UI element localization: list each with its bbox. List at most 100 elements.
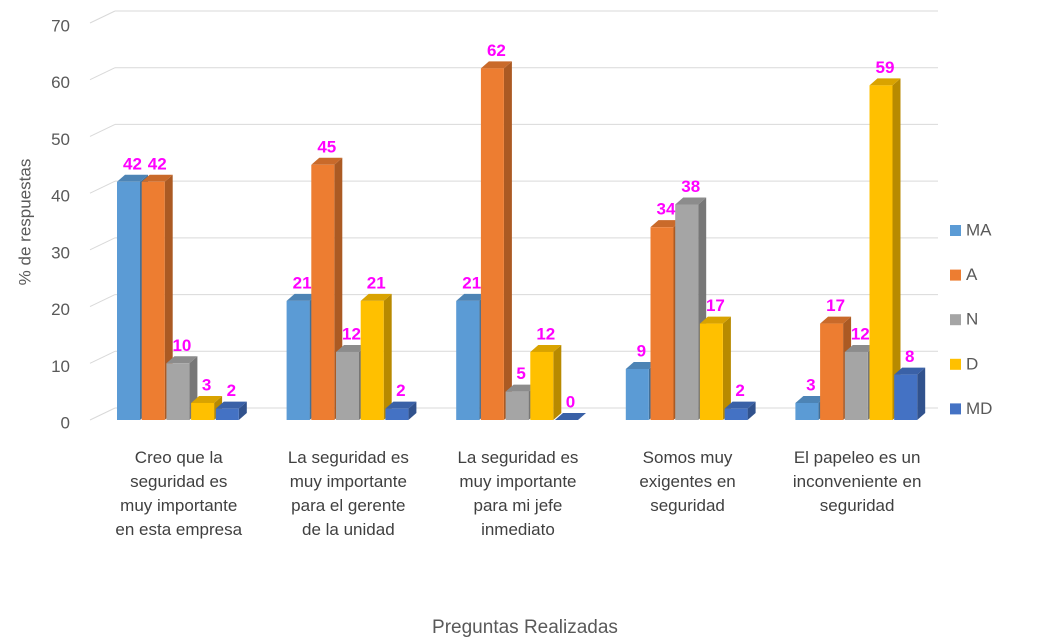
bar-side (164, 174, 173, 420)
bar (555, 413, 586, 420)
data-label: 21 (293, 273, 312, 292)
bar-side (408, 401, 417, 420)
data-label: 8 (905, 347, 914, 366)
bar (360, 293, 392, 420)
data-label: 34 (657, 200, 676, 219)
bar-top (117, 174, 148, 182)
grid-side (89, 237, 116, 251)
bar-side (917, 367, 926, 420)
bar-front (699, 323, 723, 420)
data-label: 42 (148, 154, 167, 173)
bar-front (141, 181, 165, 420)
legend-swatch (950, 403, 961, 415)
bar-front (795, 402, 819, 420)
x-tick-label: El papeleo es un inconveniente en seguri… (792, 448, 922, 515)
y-axis-title: % de respuestas (15, 159, 34, 286)
x-tick-label: La seguridad es muy importante para el g… (287, 448, 409, 539)
x-axis-title: Preguntas Realizadas (432, 617, 618, 638)
data-label: 62 (487, 41, 506, 60)
grid-line (89, 67, 938, 81)
bar-side (722, 316, 731, 420)
x-tick-label: Somos muy exigentes en seguridad (639, 448, 736, 515)
bar-front (625, 368, 649, 420)
bar (480, 61, 512, 420)
bar-front (650, 227, 674, 420)
data-label: 21 (367, 273, 386, 292)
grid-side (89, 180, 116, 194)
data-label: 12 (536, 324, 555, 343)
grid-line (89, 237, 938, 251)
bar-top (215, 401, 247, 409)
bar (385, 401, 417, 420)
data-label: 0 (566, 392, 575, 411)
bar-side (238, 401, 247, 420)
bar (141, 174, 173, 420)
legend-label: MA (966, 220, 992, 239)
data-label: 12 (342, 324, 361, 343)
grid-side (89, 67, 116, 81)
bar-front (456, 300, 480, 420)
data-label: 17 (826, 296, 845, 315)
bar-front (215, 408, 239, 420)
bar-top (844, 344, 876, 352)
bar-front (844, 351, 868, 420)
grid-side (89, 294, 116, 308)
bar-front (360, 300, 384, 420)
bar (699, 316, 731, 420)
grid-line (89, 180, 938, 194)
data-label: 9 (637, 341, 646, 360)
y-tick-label: 0 (61, 413, 70, 432)
legend-label: D (966, 354, 978, 373)
bar-front (336, 351, 359, 420)
bar-front (894, 374, 918, 420)
bar-top (385, 401, 417, 409)
legend-label: A (966, 265, 978, 284)
bar-front (191, 402, 215, 420)
bar-front (675, 204, 699, 420)
bar-front (820, 323, 844, 420)
grid-line (89, 350, 938, 364)
bar (869, 78, 901, 420)
bar-top (141, 174, 173, 182)
grid-side (89, 10, 116, 24)
data-label: 12 (851, 324, 870, 343)
bar-side (892, 78, 901, 420)
y-tick-label: 50 (51, 130, 70, 149)
bar-front (869, 85, 893, 420)
data-label: 59 (876, 58, 895, 77)
bar-top (286, 293, 318, 301)
grid-side (89, 123, 116, 137)
legend-swatch (950, 358, 961, 370)
bar-top (894, 367, 926, 375)
grid-line (89, 10, 938, 24)
bar (894, 367, 926, 420)
y-tick-label: 70 (51, 16, 70, 35)
bar-front (724, 408, 748, 420)
data-label: 21 (462, 273, 481, 292)
bar-top (166, 356, 198, 364)
bar-front (385, 408, 409, 420)
legend-label: MD (966, 399, 992, 418)
bar-side (747, 401, 756, 420)
x-tick-label: Creo que la seguridad es muy importante … (115, 448, 243, 539)
bar-top (505, 384, 537, 392)
legend-label: N (966, 310, 978, 329)
bar (530, 344, 562, 420)
data-label: 45 (317, 137, 336, 156)
bar-front (286, 300, 310, 420)
bar-side (503, 61, 512, 420)
grid-side (89, 407, 116, 421)
legend-swatch (950, 269, 961, 281)
y-tick-label: 10 (51, 357, 70, 376)
bar-side (553, 344, 562, 420)
y-tick-label: 40 (51, 187, 70, 206)
bar (724, 401, 756, 420)
bar-top (191, 395, 223, 403)
bar-top (480, 61, 512, 69)
y-tick-label: 20 (51, 300, 70, 319)
bar-top (675, 197, 707, 205)
bar-top (650, 220, 682, 228)
bar-top (795, 395, 827, 403)
bar-top (530, 344, 562, 352)
data-label: 5 (516, 364, 525, 383)
